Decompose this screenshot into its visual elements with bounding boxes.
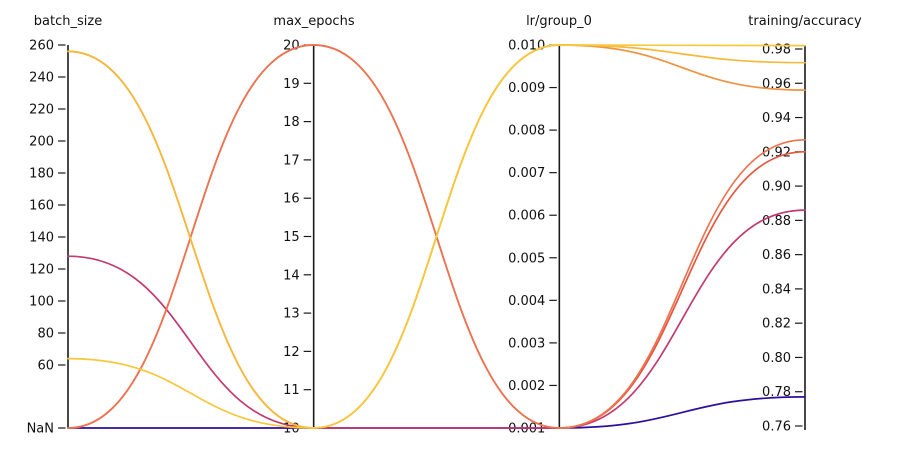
axis-title-lr-group-0: lr/group_0 <box>526 14 592 29</box>
tick-label: 14 <box>283 268 300 283</box>
tick-label: 0.006 <box>508 209 545 224</box>
tick-label: 0.002 <box>508 379 545 394</box>
tick-label: 0.004 <box>508 294 545 309</box>
tick-label: 100 <box>29 295 54 310</box>
tick-label: 0.001 <box>508 422 545 437</box>
tick-label: 0.76 <box>762 420 791 435</box>
tick-label: 0.88 <box>762 214 791 229</box>
tick-label: 13 <box>283 307 300 322</box>
tick-label: 60 <box>37 359 54 374</box>
axis-title-training-accuracy: training/accuracy <box>748 14 862 29</box>
tick-label: 180 <box>29 167 54 182</box>
tick-label: 120 <box>29 263 54 278</box>
tick-label: 80 <box>37 327 54 342</box>
axis-title-batch-size: batch_size <box>33 14 103 29</box>
tick-label: 0.003 <box>508 336 545 351</box>
tick-label: 0.82 <box>762 317 791 332</box>
tick-label: 0.007 <box>508 166 545 181</box>
run-line-run-navy <box>67 396 806 429</box>
tick-label: 19 <box>283 77 300 92</box>
tick-label: NaN <box>27 422 54 437</box>
tick-label: 0.009 <box>508 81 545 96</box>
tick-label: 0.005 <box>508 251 545 266</box>
tick-label: 140 <box>29 231 54 246</box>
tick-label: 17 <box>283 153 300 168</box>
tick-label: 18 <box>283 115 300 130</box>
tick-label: 16 <box>283 192 300 207</box>
run-line-run-orangered-b <box>67 44 806 429</box>
tick-label: 220 <box>29 103 54 118</box>
tick-label: 260 <box>29 39 54 54</box>
tick-label: 0.010 <box>508 39 545 54</box>
tick-label: 200 <box>29 135 54 150</box>
axis-title-max-epochs: max_epochs <box>273 14 355 29</box>
tick-label: 0.94 <box>762 111 791 126</box>
tick-label: 0.90 <box>762 180 791 195</box>
tick-label: 0.84 <box>762 282 791 297</box>
tick-label: 11 <box>283 383 300 398</box>
run-line-run-crimson <box>67 209 806 429</box>
tick-label: 0.008 <box>508 124 545 139</box>
tick-label: 240 <box>29 71 54 86</box>
tick-label: 15 <box>283 230 300 245</box>
tick-label: 12 <box>283 345 300 360</box>
tick-label: 0.80 <box>762 351 791 366</box>
tick-label: 0.86 <box>762 248 791 263</box>
tick-label: 160 <box>29 199 54 214</box>
tick-label: 20 <box>283 39 300 54</box>
run-line-run-yellow <box>67 44 806 429</box>
